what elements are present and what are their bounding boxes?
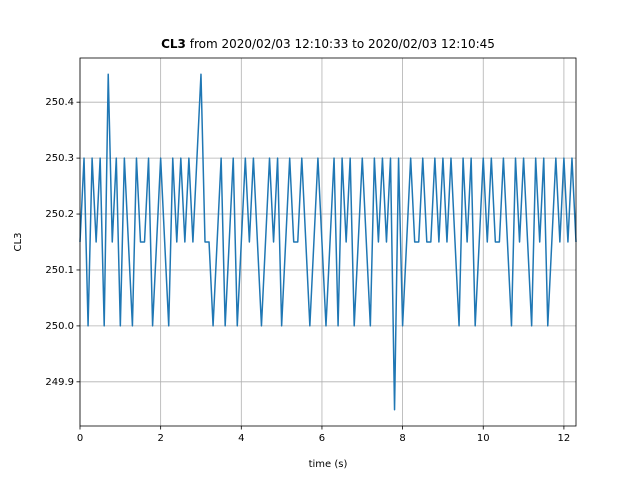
chart-title: CL3 from 2020/02/03 12:10:33 to 2020/02/… [161,37,495,51]
y-tick-label: 250.3 [45,153,74,164]
x-tick-label: 10 [477,433,490,444]
x-tick-label: 2 [157,433,163,444]
plot-frame [79,57,577,427]
x-tick-label: 4 [238,433,244,444]
x-tick-label: 6 [319,433,325,444]
data-line [79,73,577,411]
y-tick-label: 250.1 [45,265,74,276]
title-rest: from 2020/02/03 12:10:33 to 2020/02/03 1… [190,37,495,51]
y-tick-label: 250.0 [45,321,74,332]
x-tick-label: 0 [77,433,83,444]
x-tick-label: 12 [558,433,571,444]
x-tick-label: 8 [399,433,405,444]
y-tick-label: 250.2 [45,209,74,220]
title-bold: CL3 [161,37,186,51]
y-tick-label: 249.9 [45,377,74,388]
y-axis-label: CL3 [13,233,24,252]
y-tick-label: 250.4 [45,97,74,108]
x-axis-label: time (s) [309,459,348,470]
